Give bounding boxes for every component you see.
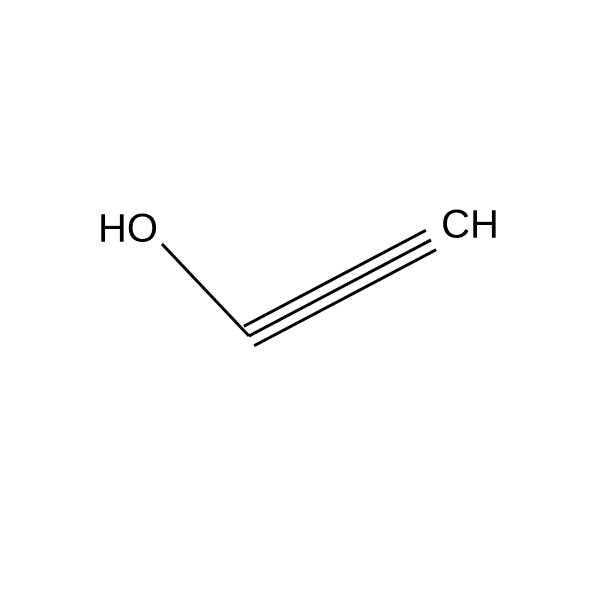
atom-label-ch: CH	[441, 203, 499, 248]
chemical-structure-canvas: HO CH	[0, 0, 600, 600]
bond-layer	[0, 0, 600, 600]
atom-label-oh: HO	[98, 207, 158, 252]
